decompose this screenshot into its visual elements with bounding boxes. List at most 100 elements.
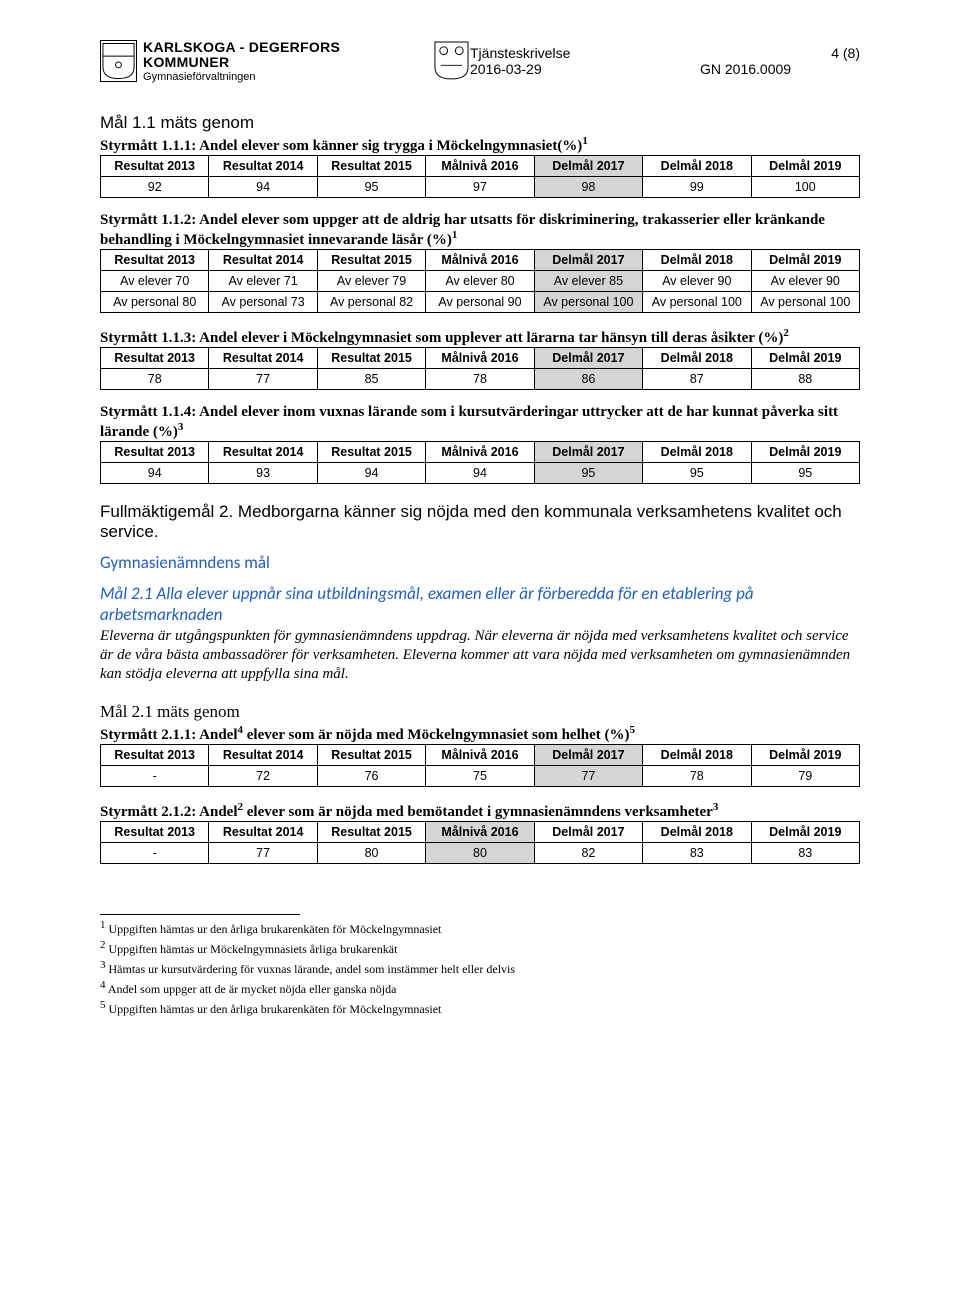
footnote-5: 5 Uppgiften hämtas ur den årliga brukare…	[100, 999, 860, 1017]
table-row: Av elever 70 Av elever 71 Av elever 79 A…	[101, 270, 860, 291]
table-header-row: Resultat 2013 Resultat 2014 Resultat 201…	[101, 249, 860, 270]
footnote-3: 3 Hämtas ur kursutvärdering för vuxnas l…	[100, 959, 860, 977]
cell: -	[101, 766, 209, 787]
cell: 94	[426, 462, 534, 483]
table-1-1-2: Resultat 2013 Resultat 2014 Resultat 201…	[100, 249, 860, 313]
col-h: Delmål 2019	[751, 745, 859, 766]
table-row: - 72 76 75 77 78 79	[101, 766, 860, 787]
col-h: Resultat 2014	[209, 745, 317, 766]
col-h: Delmål 2019	[751, 155, 859, 176]
table-row: 94 93 94 94 95 95 95	[101, 462, 860, 483]
cell: Av elever 79	[317, 270, 425, 291]
col-h: Resultat 2014	[209, 822, 317, 843]
cell: 95	[643, 462, 751, 483]
fullmaktigemal-2-title: Fullmäktigemål 2. Medborgarna känner sig…	[100, 502, 860, 542]
table-header-row: Resultat 2013 Resultat 2014 Resultat 201…	[101, 822, 860, 843]
col-h: Delmål 2018	[643, 347, 751, 368]
cell: Av personal 90	[426, 291, 534, 312]
cell: 78	[643, 766, 751, 787]
cell: Av personal 73	[209, 291, 317, 312]
cell: Av personal 82	[317, 291, 425, 312]
mal-2-1-heading: Mål 2.1 Alla elever uppnår sina utbildni…	[100, 583, 860, 625]
col-h: Delmål 2019	[751, 441, 859, 462]
styrmatt-2-1-2-title: Styrmått 2.1.2: Andel2 elever som är nöj…	[100, 801, 860, 821]
t113-sup: 2	[783, 327, 789, 339]
mal-1-1-title: Mål 1.1 mäts genom	[100, 113, 860, 133]
t113-title-text: Styrmått 1.1.3: Andel elever i Möckelngy…	[100, 330, 783, 346]
cell: 99	[643, 176, 751, 197]
cell: 85	[317, 368, 425, 389]
mal-2-1-mats-title: Mål 2.1 mäts genom	[100, 702, 860, 722]
cell: Av elever 85	[534, 270, 642, 291]
table-header-row: Resultat 2013 Resultat 2014 Resultat 201…	[101, 745, 860, 766]
cell: 98	[534, 176, 642, 197]
col-h: Delmål 2019	[751, 347, 859, 368]
styrmatt-1-1-3-title: Styrmått 1.1.3: Andel elever i Möckelngy…	[100, 327, 860, 347]
col-h: Delmål 2018	[643, 745, 751, 766]
footnote-1: 1 Uppgiften hämtas ur den årliga brukare…	[100, 919, 860, 937]
org-subtitle: Gymnasieförvaltningen	[143, 71, 423, 83]
col-h: Resultat 2015	[317, 822, 425, 843]
cell: Av elever 71	[209, 270, 317, 291]
col-h: Delmål 2017	[534, 441, 642, 462]
cell: 94	[317, 462, 425, 483]
cell: 94	[101, 462, 209, 483]
table-1-1-4: Resultat 2013 Resultat 2014 Resultat 201…	[100, 441, 860, 484]
col-h: Målnivå 2016	[426, 441, 534, 462]
cell: Av personal 80	[101, 291, 209, 312]
cell: 80	[426, 843, 534, 864]
fn1-text: Uppgiften hämtas ur den årliga brukarenk…	[109, 922, 442, 936]
cell: Av personal 100	[643, 291, 751, 312]
t211-b: elever som är nöjda med Möckelngymnasiet…	[243, 727, 629, 743]
table-1-1-3: Resultat 2013 Resultat 2014 Resultat 201…	[100, 347, 860, 390]
col-h: Resultat 2015	[317, 347, 425, 368]
col-h: Resultat 2013	[101, 155, 209, 176]
styrmatt-1-1-1-title: Styrmått 1.1.1: Andel elever som känner …	[100, 135, 860, 155]
cell: 77	[534, 766, 642, 787]
col-h: Målnivå 2016	[426, 155, 534, 176]
col-h: Delmål 2017	[534, 822, 642, 843]
cell: 76	[317, 766, 425, 787]
cell: 88	[751, 368, 859, 389]
org-block: KARLSKOGA - DEGERFORS KOMMUNER Gymnasief…	[100, 40, 470, 83]
cell: 92	[101, 176, 209, 197]
styrmatt-1-1-4-title: Styrmått 1.1.4: Andel elever inom vuxnas…	[100, 404, 860, 441]
cell: -	[101, 843, 209, 864]
col-h: Delmål 2017	[534, 155, 642, 176]
cell: 75	[426, 766, 534, 787]
fn2-text: Uppgiften hämtas ur Möckelngymnasiets år…	[109, 942, 398, 956]
col-h: Delmål 2019	[751, 249, 859, 270]
footnote-2: 2 Uppgiften hämtas ur Möckelngymnasiets …	[100, 939, 860, 957]
col-h: Resultat 2013	[101, 745, 209, 766]
footnote-4: 4 Andel som uppger att de är mycket nöjd…	[100, 979, 860, 997]
footnotes: 1 Uppgiften hämtas ur den årliga brukare…	[100, 914, 860, 1017]
table-row: - 77 80 80 82 83 83	[101, 843, 860, 864]
cell: 83	[751, 843, 859, 864]
table-header-row: Resultat 2013 Resultat 2014 Resultat 201…	[101, 347, 860, 368]
table-1-1-1: Resultat 2013 Resultat 2014 Resultat 201…	[100, 155, 860, 198]
t114-sup: 3	[178, 421, 184, 433]
page-header: KARLSKOGA - DEGERFORS KOMMUNER Gymnasief…	[100, 40, 860, 83]
cell: Av personal 100	[751, 291, 859, 312]
t111-title-text: Styrmått 1.1.1: Andel elever som känner …	[100, 138, 582, 154]
table-row: 92 94 95 97 98 99 100	[101, 176, 860, 197]
col-h: Resultat 2013	[101, 822, 209, 843]
col-h: Resultat 2013	[101, 441, 209, 462]
col-h: Delmål 2017	[534, 249, 642, 270]
col-h: Delmål 2017	[534, 347, 642, 368]
cell: Av elever 90	[751, 270, 859, 291]
fn5-text: Uppgiften hämtas ur den årliga brukarenk…	[109, 1002, 442, 1016]
cell: 78	[426, 368, 534, 389]
col-h: Målnivå 2016	[426, 249, 534, 270]
col-h: Resultat 2015	[317, 745, 425, 766]
col-h: Delmål 2018	[643, 822, 751, 843]
doc-ref: GN 2016.0009	[700, 61, 860, 77]
cell: 82	[534, 843, 642, 864]
page-number: 4 (8)	[831, 45, 860, 61]
t112-sup: 1	[452, 229, 458, 241]
table-2-1-2: Resultat 2013 Resultat 2014 Resultat 201…	[100, 821, 860, 864]
cell: 72	[209, 766, 317, 787]
cell: Av elever 90	[643, 270, 751, 291]
cell: Av elever 70	[101, 270, 209, 291]
cell: 77	[209, 843, 317, 864]
